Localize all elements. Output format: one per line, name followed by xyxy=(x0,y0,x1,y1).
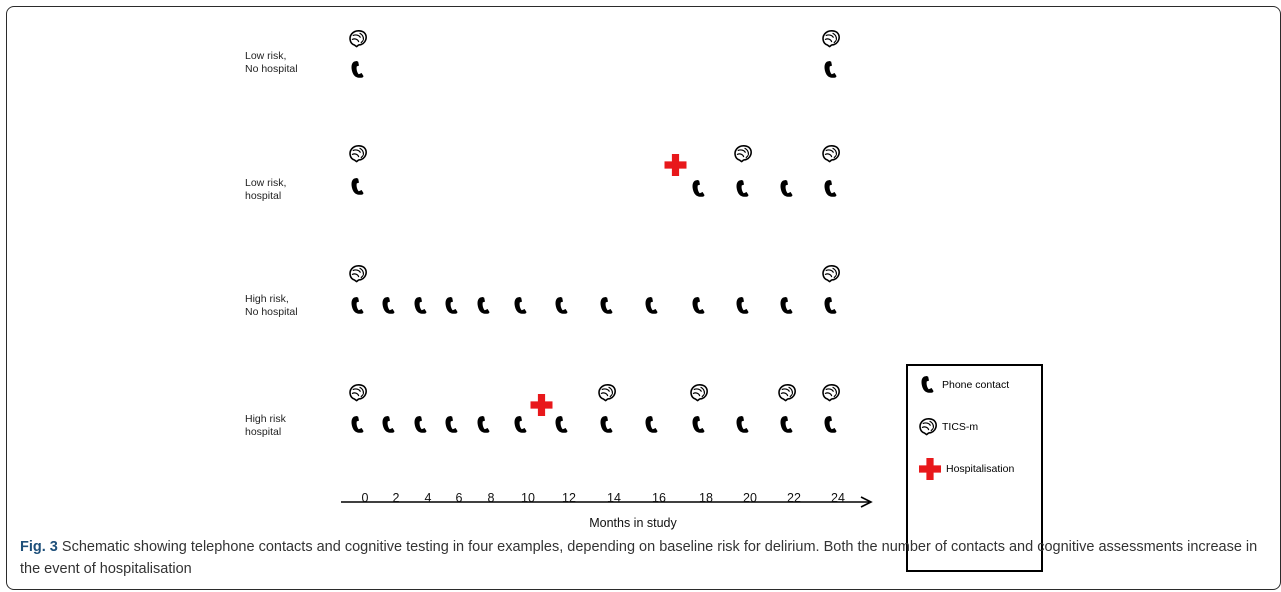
phone-icon xyxy=(692,297,705,314)
schematic-diagram xyxy=(341,29,873,508)
legend: Phone contact TICS-m Hospitalisation xyxy=(906,364,1043,572)
row-label-high-risk-no-hospital: High risk, No hospital xyxy=(245,293,349,319)
axis-tick-label: 14 xyxy=(607,491,621,505)
phone-icon xyxy=(736,416,749,433)
brain-icon xyxy=(349,144,367,163)
phone-icon xyxy=(692,180,705,197)
legend-label-tics: TICS-m xyxy=(942,421,979,433)
row-label-line: Low risk, xyxy=(245,177,287,189)
brain-icon xyxy=(822,29,840,48)
axis-tick-label: 8 xyxy=(487,491,495,505)
phone-icon xyxy=(692,416,705,433)
axis-tick-label: 10 xyxy=(521,491,535,505)
phone-icon xyxy=(382,297,395,314)
legend-item-hospital: Hospitalisation xyxy=(918,457,1014,481)
axis-tick-label: 6 xyxy=(455,491,463,505)
hospital-cross-icon xyxy=(530,394,553,416)
phone-icon xyxy=(477,297,490,314)
row-label-high-risk-hospital: High risk hospital xyxy=(245,413,349,439)
phone-icon xyxy=(555,416,568,433)
phone-icon xyxy=(382,416,395,433)
axis-tick-label: 4 xyxy=(424,491,432,505)
legend-item-tics: TICS-m xyxy=(918,416,978,438)
phone-icon xyxy=(445,416,458,433)
phone-icon xyxy=(921,376,934,393)
row-label-line: No hospital xyxy=(245,63,298,75)
figure-frame: Low risk, No hospital Low risk, hospital… xyxy=(6,6,1281,590)
row-label-line: Low risk, xyxy=(245,50,287,62)
phone-icon xyxy=(351,297,364,314)
axis-tick-label: 0 xyxy=(361,491,369,505)
phone-icon xyxy=(351,416,364,433)
hospital-cross-icon xyxy=(664,154,687,176)
brain-icon xyxy=(690,383,708,402)
hospital-cross-icon xyxy=(919,458,941,480)
brain-icon xyxy=(822,144,840,163)
phone-icon xyxy=(414,297,427,314)
brain-icon xyxy=(734,144,752,163)
row-label-line: No hospital xyxy=(245,306,298,318)
row-label-line: hospital xyxy=(245,426,282,438)
legend-label-hospital: Hospitalisation xyxy=(946,463,1015,475)
axis-tick-label: 12 xyxy=(562,491,576,505)
phone-icon xyxy=(555,297,568,314)
brain-icon xyxy=(822,383,840,402)
row-label-line: High risk xyxy=(245,413,286,425)
axis-tick-label: 22 xyxy=(787,491,801,505)
phone-icon xyxy=(824,61,837,78)
brain-icon xyxy=(919,417,937,436)
legend-label-phone: Phone contact xyxy=(942,379,1010,391)
phone-icon xyxy=(514,416,527,433)
phone-icon xyxy=(824,416,837,433)
time-axis-arrow xyxy=(341,496,873,508)
caption-label: Fig. 3 xyxy=(20,539,58,555)
phone-icon xyxy=(514,297,527,314)
phone-icon xyxy=(351,61,364,78)
phone-icon xyxy=(351,178,364,195)
phone-icon xyxy=(445,297,458,314)
row-label-low-risk-no-hospital: Low risk, No hospital xyxy=(245,50,349,76)
phone-icon xyxy=(824,180,837,197)
legend-item-phone: Phone contact xyxy=(918,374,1009,396)
brain-icon xyxy=(822,264,840,283)
phone-icon xyxy=(736,180,749,197)
phone-icon xyxy=(736,297,749,314)
figure-caption: Fig. 3 Schematic showing telephone conta… xyxy=(20,536,1275,580)
timeline-marks xyxy=(349,29,840,433)
axis-tick-label: 16 xyxy=(652,491,666,505)
caption-text: Schematic showing telephone contacts and… xyxy=(20,539,1258,577)
row-label-low-risk-hospital: Low risk, hospital xyxy=(245,177,349,203)
brain-icon xyxy=(349,264,367,283)
phone-icon xyxy=(477,416,490,433)
phone-icon xyxy=(600,297,613,314)
brain-icon xyxy=(598,383,616,402)
phone-icon xyxy=(780,297,793,314)
axis-tick-label: 24 xyxy=(831,491,845,505)
phone-icon xyxy=(414,416,427,433)
phone-icon xyxy=(780,180,793,197)
axis-title: Months in study xyxy=(589,516,677,530)
axis-tick-label: 18 xyxy=(699,491,713,505)
brain-icon xyxy=(349,29,367,48)
brain-icon xyxy=(778,383,796,402)
brain-icon xyxy=(349,383,367,402)
row-label-line: High risk, xyxy=(245,293,289,305)
phone-icon xyxy=(645,416,658,433)
axis-tick-label: 2 xyxy=(392,491,400,505)
phone-icon xyxy=(600,416,613,433)
phone-icon xyxy=(645,297,658,314)
phone-icon xyxy=(824,297,837,314)
phone-icon xyxy=(780,416,793,433)
row-label-line: hospital xyxy=(245,190,282,202)
axis-tick-label: 20 xyxy=(743,491,757,505)
